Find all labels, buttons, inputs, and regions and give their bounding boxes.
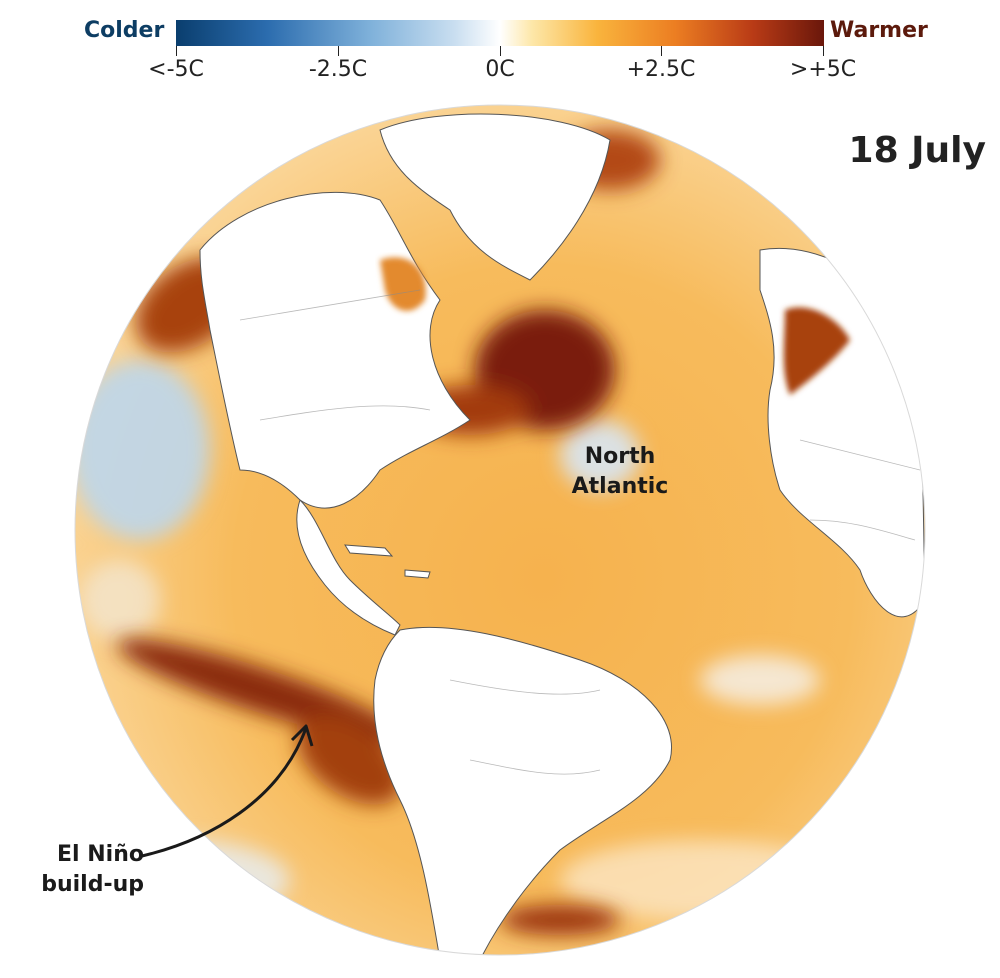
el-nino-arrow	[141, 727, 308, 858]
legend-tick-label: -2.5C	[308, 57, 368, 82]
north-atlantic-label: North Atlantic	[565, 442, 675, 502]
north-atlantic-line2: Atlantic	[571, 474, 669, 499]
legend-color-bar	[176, 20, 824, 46]
legend-tick	[661, 46, 662, 56]
el-nino-label: El Niño build-up	[24, 840, 144, 900]
el-nino-line1: El Niño	[57, 842, 144, 867]
arrow-head-icon	[290, 724, 314, 747]
legend-tick-label: >+5C	[789, 57, 857, 82]
legend-tick	[176, 46, 177, 56]
legend-tick	[338, 46, 339, 56]
el-nino-line2: build-up	[41, 872, 144, 897]
legend-tick-label: +2.5C	[626, 57, 696, 82]
north-atlantic-line1: North	[584, 444, 656, 469]
legend-colder-label: Colder	[84, 18, 165, 43]
date-label: 18 July	[848, 130, 986, 171]
legend-tick	[823, 46, 824, 56]
legend-tick-label: 0C	[485, 57, 515, 82]
legend-tick-label: <-5C	[148, 57, 204, 82]
legend-tick	[500, 46, 501, 56]
legend-warmer-label: Warmer	[830, 18, 928, 43]
temperature-legend: Colder Warmer <-5C -2.5C 0C +2.5C >+5C	[0, 0, 1000, 95]
